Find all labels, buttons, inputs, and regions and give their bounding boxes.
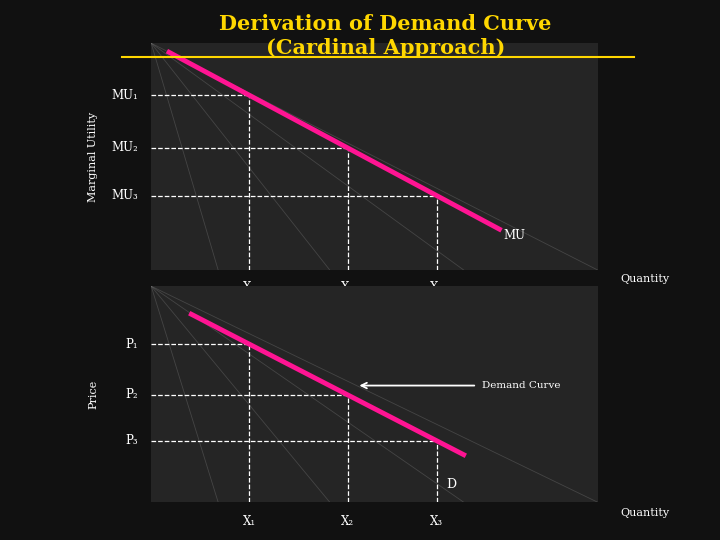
Text: Quantity: Quantity bbox=[620, 508, 669, 518]
Text: X₂: X₂ bbox=[341, 281, 354, 294]
Text: MU: MU bbox=[504, 230, 526, 242]
Text: MU₂: MU₂ bbox=[111, 141, 138, 154]
Text: Price: Price bbox=[88, 380, 98, 409]
Text: Derivation of Demand Curve
(Cardinal Approach): Derivation of Demand Curve (Cardinal App… bbox=[219, 14, 552, 58]
Text: P₂: P₂ bbox=[125, 388, 138, 401]
Text: D: D bbox=[446, 478, 456, 491]
Text: P₁: P₁ bbox=[125, 338, 138, 350]
Text: X₃: X₃ bbox=[431, 515, 444, 528]
Text: X₂: X₂ bbox=[341, 515, 354, 528]
Text: MU₁: MU₁ bbox=[111, 89, 138, 102]
Text: X₁: X₁ bbox=[243, 281, 256, 294]
Text: P₃: P₃ bbox=[125, 434, 138, 447]
Text: Demand Curve: Demand Curve bbox=[482, 381, 560, 390]
Text: Quantity: Quantity bbox=[620, 274, 669, 284]
Text: MU₃: MU₃ bbox=[111, 189, 138, 202]
Text: X₁: X₁ bbox=[243, 515, 256, 528]
Text: Marginal Utility: Marginal Utility bbox=[88, 112, 98, 201]
Text: X₃: X₃ bbox=[431, 281, 444, 294]
